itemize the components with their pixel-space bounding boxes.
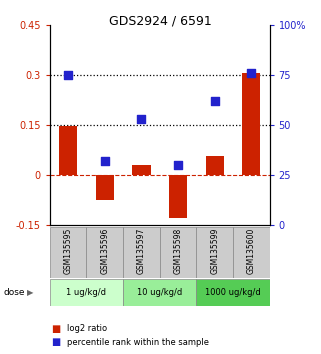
Bar xyxy=(242,73,260,175)
Text: ▶: ▶ xyxy=(27,288,34,297)
Point xyxy=(139,116,144,122)
Text: GSM135598: GSM135598 xyxy=(174,228,183,274)
Text: percentile rank within the sample: percentile rank within the sample xyxy=(67,338,209,347)
Bar xyxy=(196,227,233,278)
Text: GSM135600: GSM135600 xyxy=(247,228,256,274)
Bar xyxy=(50,227,86,278)
Point xyxy=(249,70,254,76)
Text: 1 ug/kg/d: 1 ug/kg/d xyxy=(66,288,106,297)
Text: log2 ratio: log2 ratio xyxy=(67,324,108,333)
Text: ■: ■ xyxy=(51,337,61,347)
Text: 1000 ug/kg/d: 1000 ug/kg/d xyxy=(205,288,261,297)
Point xyxy=(102,158,107,164)
Bar xyxy=(96,175,114,200)
Bar xyxy=(59,126,77,175)
Point xyxy=(176,162,181,168)
Bar xyxy=(123,279,196,306)
Bar xyxy=(123,227,160,278)
Text: 10 ug/kg/d: 10 ug/kg/d xyxy=(137,288,182,297)
Text: dose: dose xyxy=(3,288,25,297)
Bar xyxy=(132,165,151,175)
Bar xyxy=(205,156,224,175)
Text: GDS2924 / 6591: GDS2924 / 6591 xyxy=(109,15,212,28)
Text: GSM135596: GSM135596 xyxy=(100,228,109,274)
Bar xyxy=(233,227,270,278)
Text: GSM135599: GSM135599 xyxy=(210,228,219,274)
Point xyxy=(212,98,217,104)
Bar xyxy=(160,227,196,278)
Point xyxy=(65,72,71,78)
Bar xyxy=(86,227,123,278)
Text: GSM135597: GSM135597 xyxy=(137,228,146,274)
Text: ■: ■ xyxy=(51,324,61,333)
Bar xyxy=(196,279,270,306)
Bar xyxy=(50,279,123,306)
Text: GSM135595: GSM135595 xyxy=(64,228,73,274)
Bar xyxy=(169,175,187,218)
